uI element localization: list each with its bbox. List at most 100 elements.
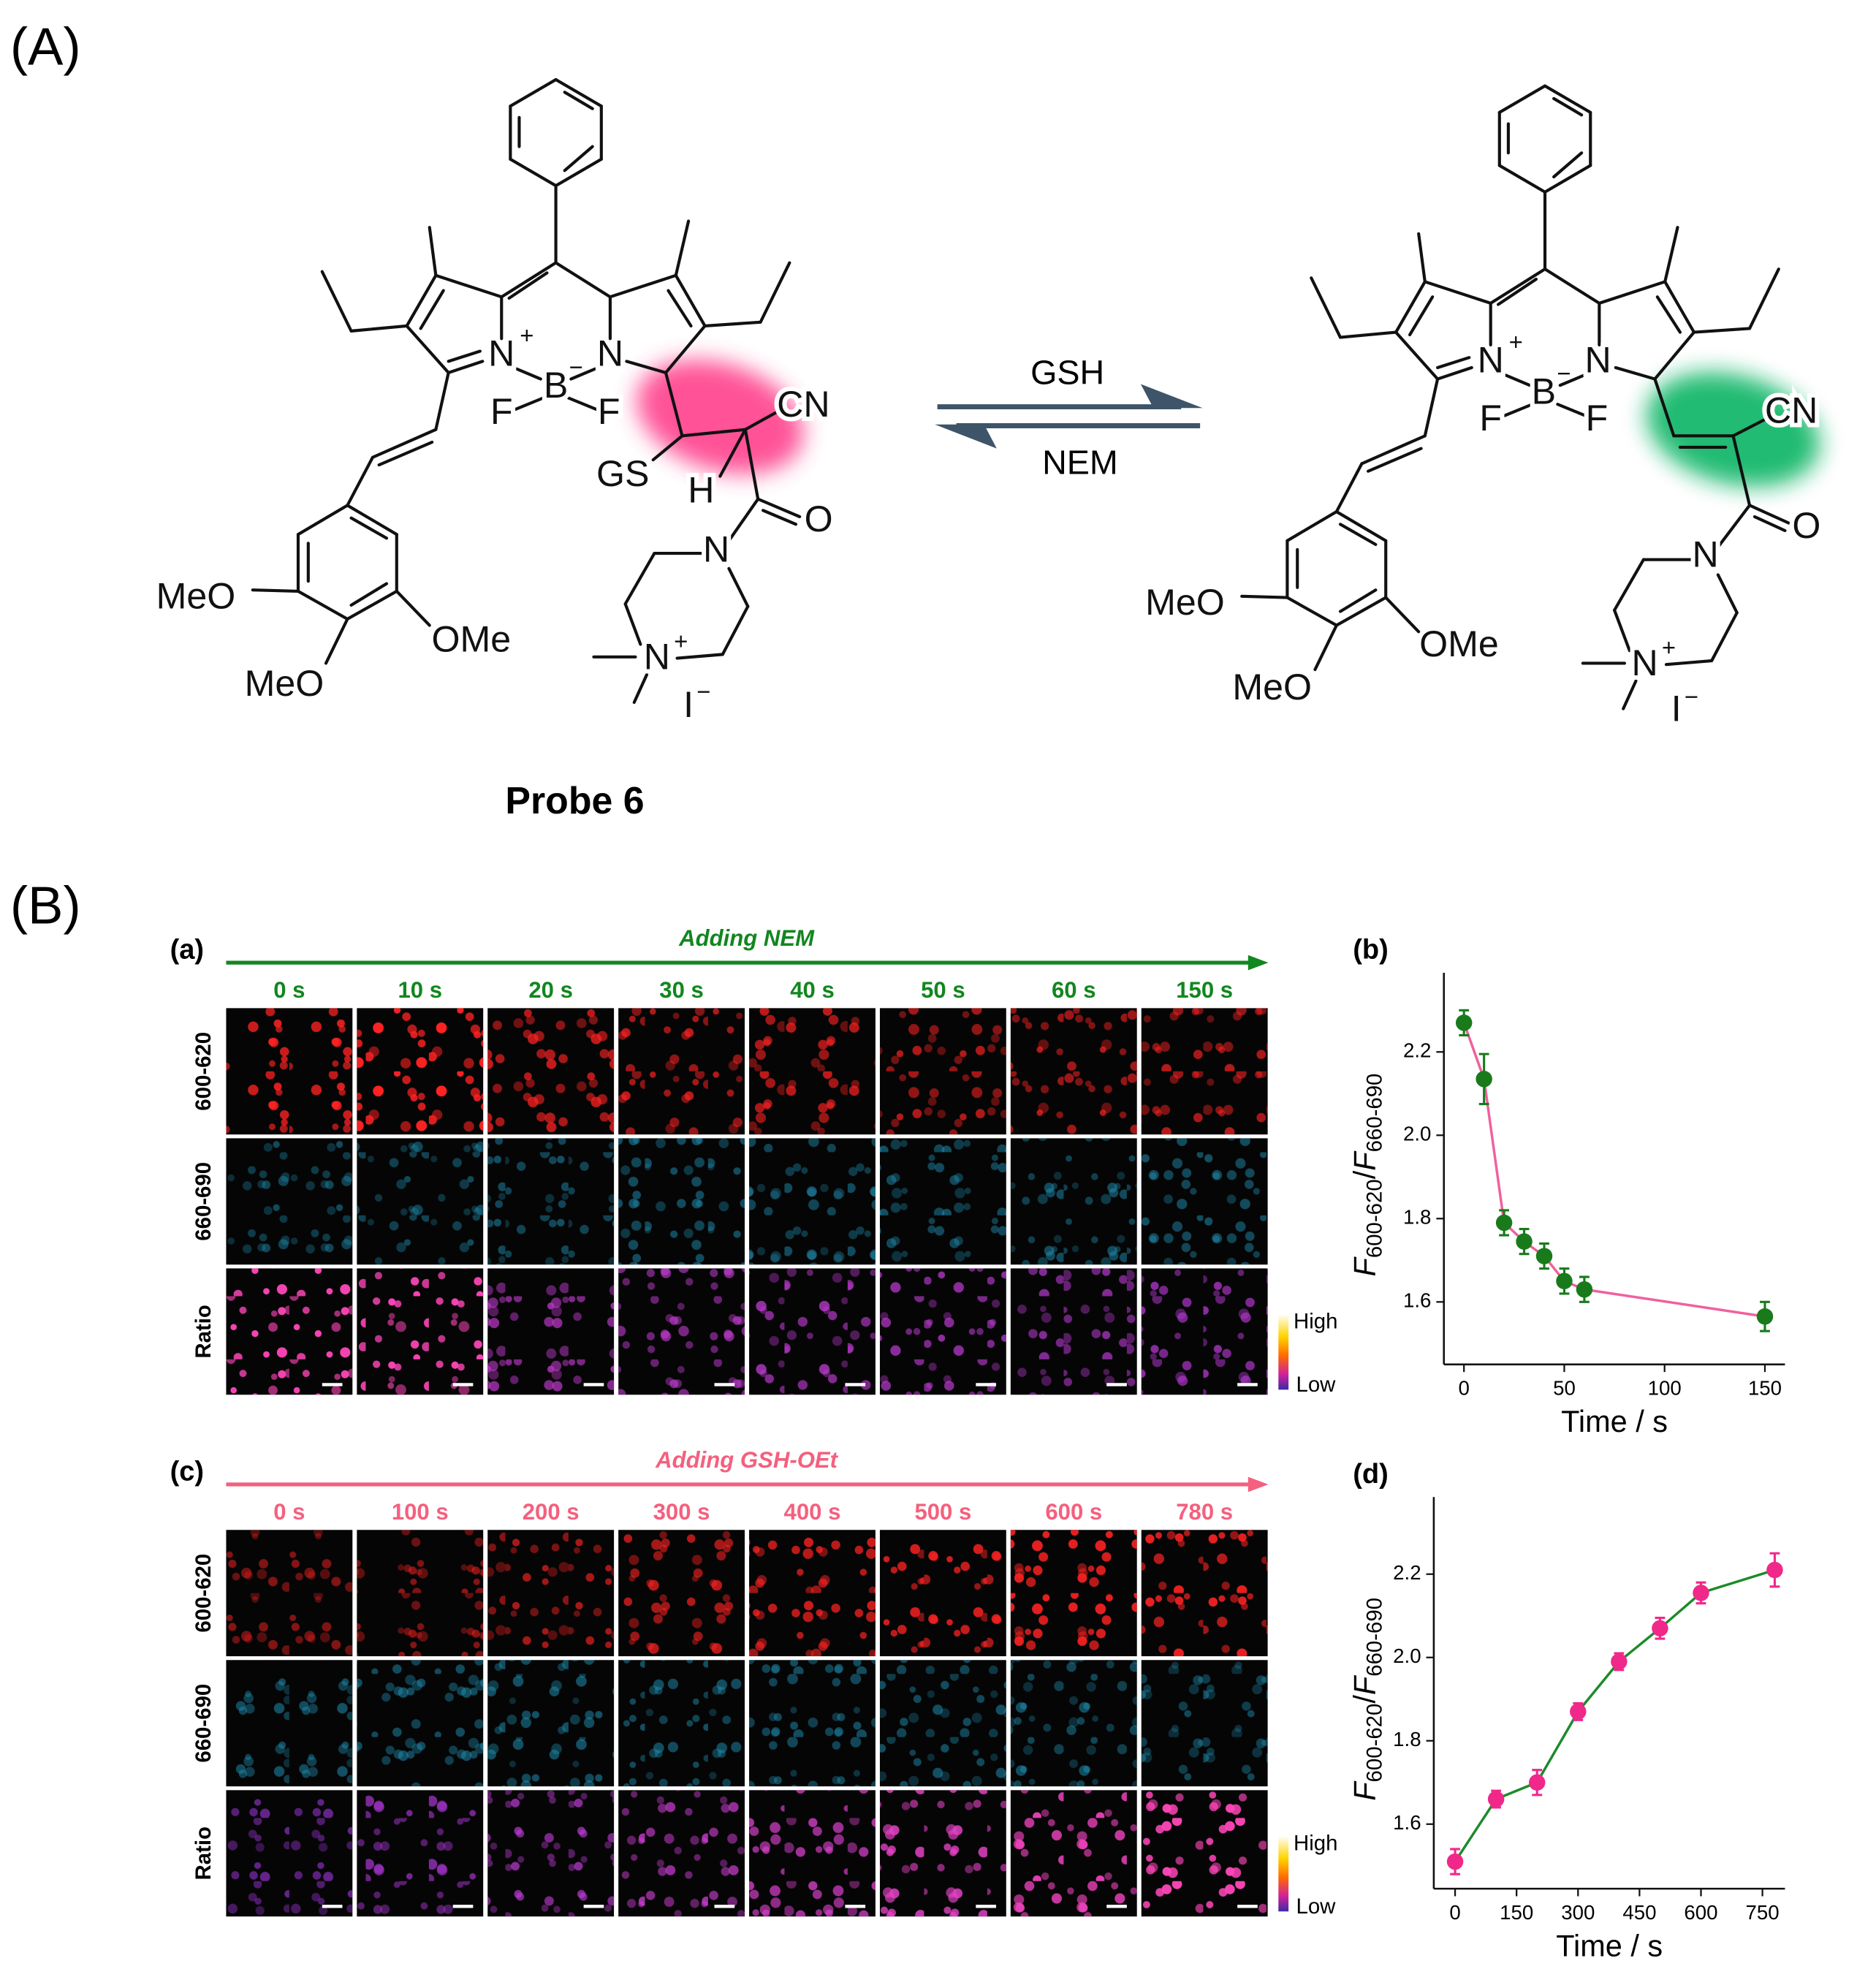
- bond: [608, 273, 677, 299]
- bond: [1503, 403, 1534, 417]
- bond: [1489, 268, 1547, 305]
- bond: [349, 324, 409, 333]
- highlight: [1647, 372, 1820, 487]
- bond: [721, 604, 750, 656]
- data-point: [1528, 1774, 1546, 1791]
- micrograph-cells: [487, 1268, 615, 1395]
- bond: [428, 226, 438, 277]
- bond: [320, 270, 353, 333]
- data-point: [1756, 1308, 1774, 1325]
- atom-label: H: [688, 469, 714, 510]
- bond: [1731, 414, 1774, 438]
- bond: [651, 434, 684, 462]
- bond: [509, 77, 558, 108]
- bond: [1338, 523, 1378, 547]
- bond: [1556, 403, 1587, 417]
- bond: [1752, 515, 1787, 533]
- y-tick-label: 2.0: [1393, 1644, 1421, 1667]
- micrograph-cells: [487, 1660, 615, 1787]
- x-axis-title: Time / s: [1561, 1404, 1668, 1438]
- data-point: [1516, 1233, 1533, 1250]
- micrograph-cells: [618, 1660, 745, 1787]
- x-tick-label: 0: [1449, 1901, 1460, 1924]
- atom-label: F: [490, 391, 513, 432]
- atom-label: MeO: [1232, 667, 1312, 707]
- atom-label: F: [598, 391, 620, 432]
- atom-label: CN: [777, 384, 829, 425]
- time-label: 0 s: [273, 1499, 305, 1525]
- bond: [632, 672, 649, 705]
- data-point: [1693, 1585, 1709, 1601]
- y-tick-label: 2.0: [1403, 1123, 1431, 1145]
- arrow-head: [1248, 955, 1269, 971]
- y-axis-title: F600-620/F660-690: [1347, 1074, 1386, 1277]
- micrograph-cells: [1010, 1530, 1137, 1657]
- bond: [1408, 295, 1435, 337]
- y-axis-title-part: 660-690: [1362, 1598, 1386, 1677]
- micrograph-cells: [879, 1530, 1006, 1657]
- micrograph-cells: [1010, 1138, 1137, 1265]
- y-axis-title-part: 660-690: [1362, 1074, 1386, 1153]
- micrograph-cells: [226, 1790, 353, 1917]
- bond: [1394, 280, 1427, 334]
- atom-label: N: [1478, 339, 1504, 380]
- bond: [664, 371, 684, 438]
- bond: [554, 157, 603, 188]
- colorbar-label: Low: [1296, 1894, 1336, 1919]
- atom-label: I: [683, 684, 694, 725]
- micrograph-cells: [357, 1138, 484, 1265]
- data-point: [1766, 1561, 1783, 1579]
- bond: [625, 360, 668, 374]
- channel-label: 600-620: [191, 1554, 216, 1633]
- bond: [1394, 330, 1440, 381]
- bond: [675, 653, 724, 660]
- panel-label: (d): [1353, 1459, 1389, 1490]
- bond: [296, 589, 349, 621]
- channel-label: 660-690: [191, 1162, 216, 1241]
- colorbar: [1278, 1313, 1289, 1390]
- micrograph-cells: [226, 1268, 353, 1395]
- bond: [1497, 164, 1547, 194]
- bond: [1360, 434, 1427, 466]
- bond: [554, 261, 612, 299]
- micrograph-cells: [749, 1138, 876, 1265]
- bond: [743, 428, 760, 501]
- reagent: NEM: [1042, 443, 1118, 481]
- bond: [1613, 558, 1645, 612]
- bond: [514, 396, 545, 411]
- bond: [1334, 509, 1388, 542]
- bond: [1664, 659, 1714, 667]
- time-label: 400 s: [784, 1499, 841, 1525]
- bond: [563, 145, 594, 172]
- atom-label: MeO: [245, 663, 324, 704]
- charge: −: [696, 678, 710, 705]
- channel-label: 600-620: [191, 1032, 216, 1111]
- bond: [1710, 611, 1739, 663]
- bond: [1653, 330, 1696, 381]
- micrograph-cells: [749, 1008, 876, 1135]
- bond: [1613, 608, 1631, 653]
- micrograph-cells: [879, 1660, 1006, 1787]
- y-axis-title-part: /: [1347, 1695, 1381, 1704]
- atom-label: N: [1585, 339, 1611, 380]
- bond: [1240, 594, 1289, 599]
- x-tick-label: 150: [1748, 1377, 1782, 1400]
- data-point: [1570, 1703, 1587, 1720]
- bond: [346, 455, 375, 507]
- colorbar: [1278, 1835, 1289, 1912]
- bond: [1338, 330, 1398, 339]
- charge: +: [674, 627, 688, 654]
- y-tick-label: 1.8: [1393, 1728, 1421, 1750]
- equilibrium-arrows: [935, 384, 1203, 449]
- micrograph-cells: [618, 1790, 745, 1917]
- bond: [1366, 447, 1423, 473]
- bond: [664, 324, 707, 374]
- bond: [1653, 377, 1676, 438]
- bond: [623, 602, 642, 646]
- y-axis-title-part: 600-620: [1362, 1704, 1386, 1783]
- data-point: [1576, 1281, 1593, 1298]
- micrograph-cells: [879, 1790, 1006, 1917]
- time-label: 300 s: [653, 1499, 710, 1525]
- atom-label: MeO: [156, 576, 236, 617]
- bond: [1334, 596, 1388, 627]
